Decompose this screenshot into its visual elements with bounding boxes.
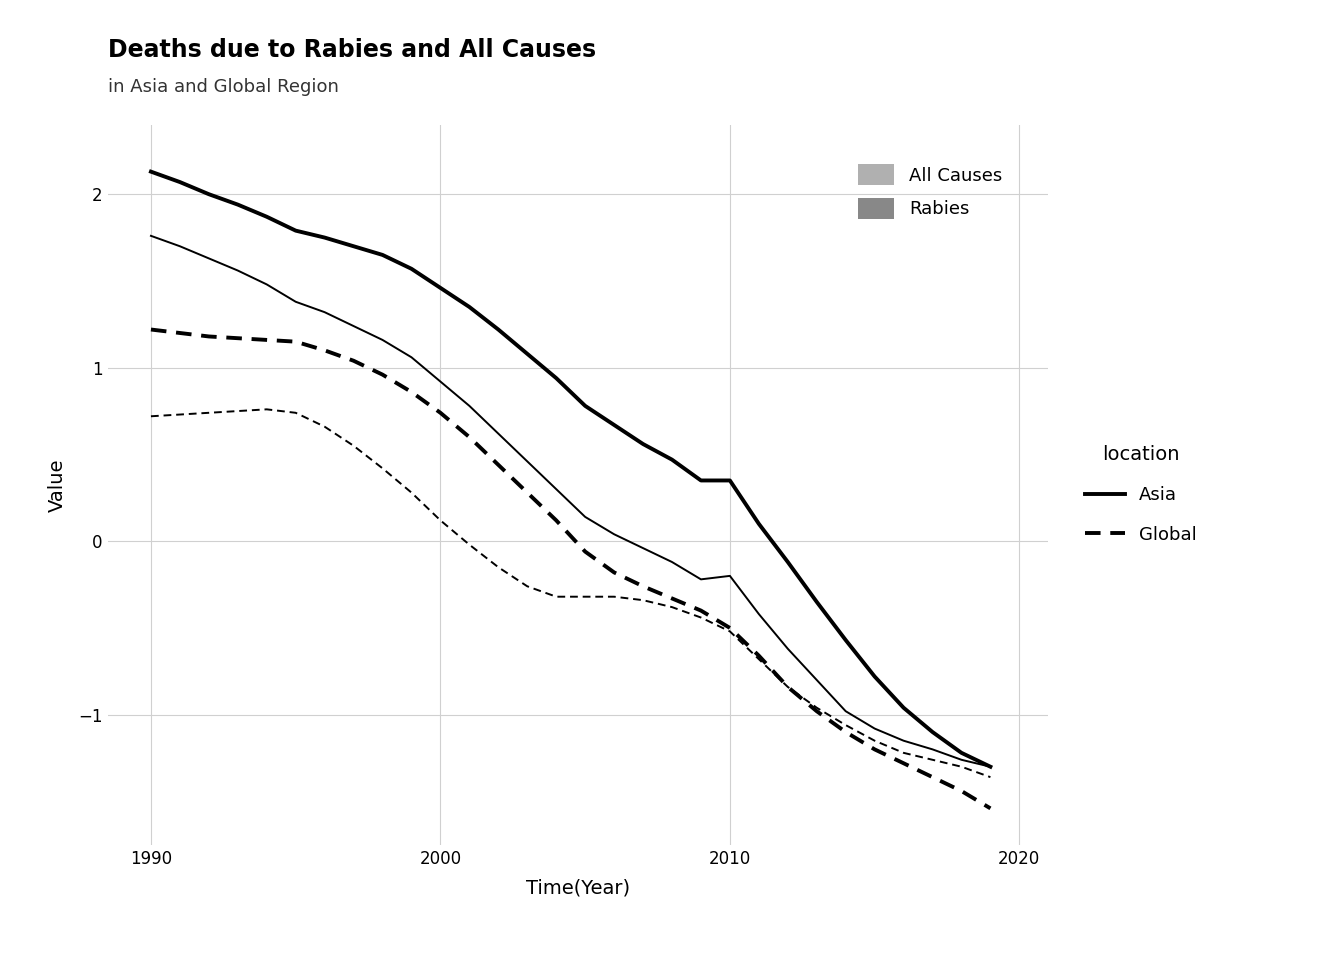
Text: Deaths due to Rabies and All Causes: Deaths due to Rabies and All Causes [108,38,595,62]
Y-axis label: Value: Value [48,458,67,512]
X-axis label: Time(Year): Time(Year) [526,878,630,898]
Legend: Asia, Global: Asia, Global [1077,436,1206,553]
Text: in Asia and Global Region: in Asia and Global Region [108,78,339,96]
